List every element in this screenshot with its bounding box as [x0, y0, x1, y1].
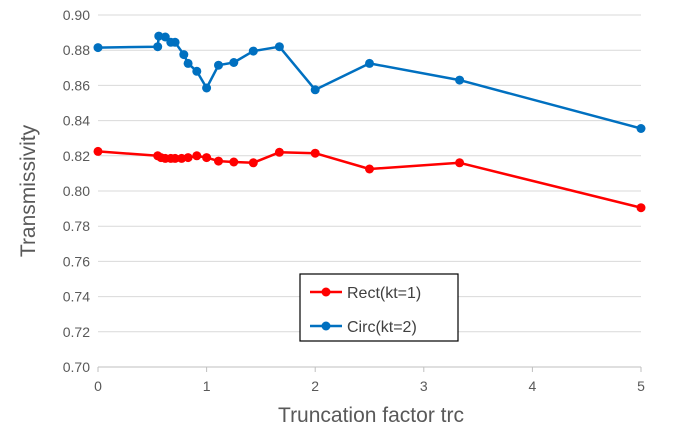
data-point-circ — [310, 85, 320, 95]
data-point-circ — [214, 60, 223, 70]
data-point-rect — [170, 153, 180, 163]
legend-item-circ: Circ(kt=2) — [310, 319, 417, 336]
legend-label-circ: Circ(kt=2) — [347, 319, 417, 336]
y-tick-label: 0.86 — [63, 77, 90, 93]
data-point-rect — [192, 151, 202, 161]
data-point-circ — [170, 37, 180, 47]
data-point-rect — [455, 158, 465, 168]
data-point-rect — [636, 203, 646, 213]
series-layer — [93, 31, 646, 213]
y-tick-label: 0.82 — [63, 148, 90, 164]
data-point-rect — [229, 157, 239, 167]
legend-item-rect: Rect(kt=1) — [310, 285, 421, 302]
x-tick-label: 1 — [203, 378, 211, 394]
data-point-circ — [365, 58, 374, 68]
y-tick-label: 0.84 — [63, 113, 90, 129]
y-axis-title: Transmissivity — [17, 124, 40, 257]
data-point-rect — [365, 164, 374, 174]
y-axis-tick-labels: 0.70 0.72 0.74 0.76 0.78 0.80 0.82 0.84 0.86 0.88… — [63, 7, 90, 375]
y-tick-label: 0.80 — [63, 183, 90, 199]
legend-label-rect: Rect(kt=1) — [347, 285, 421, 302]
x-tick-label: 2 — [311, 378, 319, 394]
data-point-circ — [179, 50, 189, 60]
data-point-circ — [248, 46, 258, 56]
data-point-circ — [153, 42, 163, 52]
data-point-rect — [183, 153, 193, 163]
y-tick-label: 0.70 — [63, 359, 90, 375]
legend: Rect(kt=1) Circ(kt=2) — [299, 273, 459, 342]
x-tick-label: 3 — [420, 378, 428, 394]
x-tick-label: 4 — [529, 378, 537, 394]
data-point-circ — [274, 42, 284, 52]
legend-marker-rect — [321, 287, 331, 297]
x-axis-tick-labels: 0 1 2 3 4 5 — [94, 378, 645, 394]
data-point-circ — [192, 66, 202, 76]
data-point-rect — [310, 148, 320, 158]
y-tick-label: 0.72 — [63, 324, 90, 340]
data-point-rect — [202, 153, 212, 163]
data-point-rect — [214, 156, 223, 166]
y-tick-label: 0.78 — [63, 218, 90, 234]
legend-marker-circ — [321, 321, 331, 331]
data-point-rect — [248, 158, 258, 168]
x-tick-label: 5 — [637, 378, 645, 394]
series-rect — [93, 146, 646, 213]
data-point-circ — [455, 75, 465, 85]
x-axis-title: Truncation factor trc — [278, 404, 464, 427]
data-point-circ — [202, 83, 212, 93]
data-point-rect — [93, 146, 103, 156]
y-tick-label: 0.76 — [63, 253, 90, 269]
y-tick-label: 0.90 — [63, 7, 90, 23]
y-tick-label: 0.74 — [63, 289, 90, 305]
data-point-circ — [229, 58, 239, 67]
x-tick-label: 0 — [94, 378, 102, 394]
data-point-circ — [93, 43, 103, 53]
data-point-circ — [636, 124, 646, 133]
data-point-rect — [274, 147, 284, 157]
y-tick-label: 0.88 — [63, 42, 90, 58]
data-point-circ — [183, 58, 193, 68]
series-circ — [93, 31, 646, 133]
